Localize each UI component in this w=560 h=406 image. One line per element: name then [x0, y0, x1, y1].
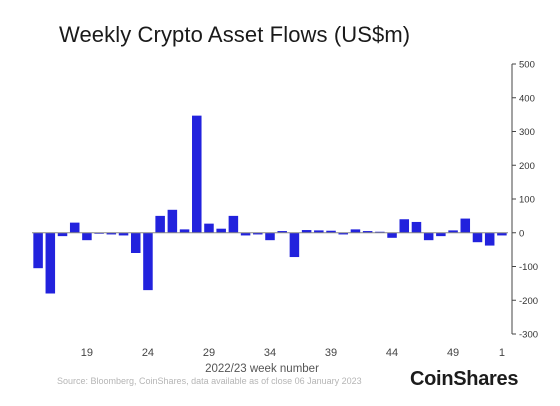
- bar-week-30: [216, 228, 226, 233]
- bar-week-43: [375, 231, 385, 233]
- bar-week-31: [228, 215, 239, 233]
- x-tick-label: 29: [203, 347, 215, 359]
- x-axis-ticks: 19 24 29 34 39 44 49 1: [81, 347, 505, 359]
- bar-week-23: [130, 232, 141, 253]
- bar-week-34: [265, 232, 275, 241]
- bars-group: [33, 115, 507, 294]
- y-axis-ticks: -300 -200 -100 0 100 200 300 400 500: [512, 60, 538, 341]
- bar-week-47: [423, 232, 434, 241]
- x-tick-label: 34: [264, 347, 276, 359]
- bar-week-17: [57, 232, 68, 237]
- bar-week-46: [411, 221, 422, 233]
- bar-week-41: [350, 229, 361, 233]
- bar-week-15: [33, 232, 43, 269]
- bar-week-40: [338, 232, 348, 235]
- coinshares-logo: CoinShares: [410, 368, 519, 390]
- bar-week-22: [118, 232, 129, 236]
- bar-week-16: [45, 232, 56, 294]
- bar-week-44: [387, 232, 397, 238]
- y-tick-label: 400: [519, 93, 535, 104]
- bar-week-28: [192, 115, 202, 233]
- y-tick-label: -200: [519, 296, 538, 307]
- bar-week-19: [82, 232, 92, 241]
- y-tick-label: 100: [519, 195, 535, 206]
- bar-week-52: [484, 232, 495, 246]
- bar-week-33: [253, 232, 263, 235]
- bar-week-39: [326, 230, 336, 233]
- x-tick-label: 44: [386, 347, 398, 359]
- bar-week-1: [497, 232, 507, 236]
- bar-week-51: [472, 232, 483, 243]
- bar-week-45: [399, 219, 410, 233]
- y-tick-label: 300: [519, 127, 535, 138]
- bar-week-32: [240, 232, 251, 236]
- bar-week-50: [460, 218, 471, 233]
- y-tick-label: 500: [519, 60, 535, 71]
- x-tick-label: 1: [499, 347, 505, 359]
- bar-week-29: [204, 223, 214, 233]
- x-tick-label: 39: [325, 347, 337, 359]
- bar-week-24: [143, 232, 153, 291]
- x-axis-label: 2022/23 week number: [205, 363, 319, 375]
- bar-week-42: [362, 231, 373, 233]
- y-tick-label: -300: [519, 330, 538, 341]
- x-tick-label: 49: [447, 347, 459, 359]
- bar-week-38: [314, 230, 324, 233]
- bar-week-37: [301, 230, 312, 233]
- bar-week-21: [106, 232, 117, 235]
- y-tick-label: 0: [519, 228, 524, 239]
- y-tick-label: -100: [519, 262, 538, 273]
- x-tick-label: 24: [142, 347, 154, 359]
- bar-week-35: [277, 231, 287, 233]
- bar-week-49: [448, 230, 458, 233]
- bar-week-36: [289, 232, 300, 258]
- bar-week-25: [155, 215, 165, 233]
- source-note: Source: Bloomberg, CoinShares, data avai…: [57, 376, 362, 386]
- chart-title: Weekly Crypto Asset Flows (US$m): [59, 22, 411, 47]
- x-tick-label: 19: [81, 347, 93, 359]
- bar-week-48: [436, 232, 446, 237]
- bar-week-27: [179, 229, 190, 233]
- y-tick-label: 200: [519, 161, 535, 172]
- bar-week-26: [167, 209, 178, 233]
- bar-week-18: [69, 222, 80, 233]
